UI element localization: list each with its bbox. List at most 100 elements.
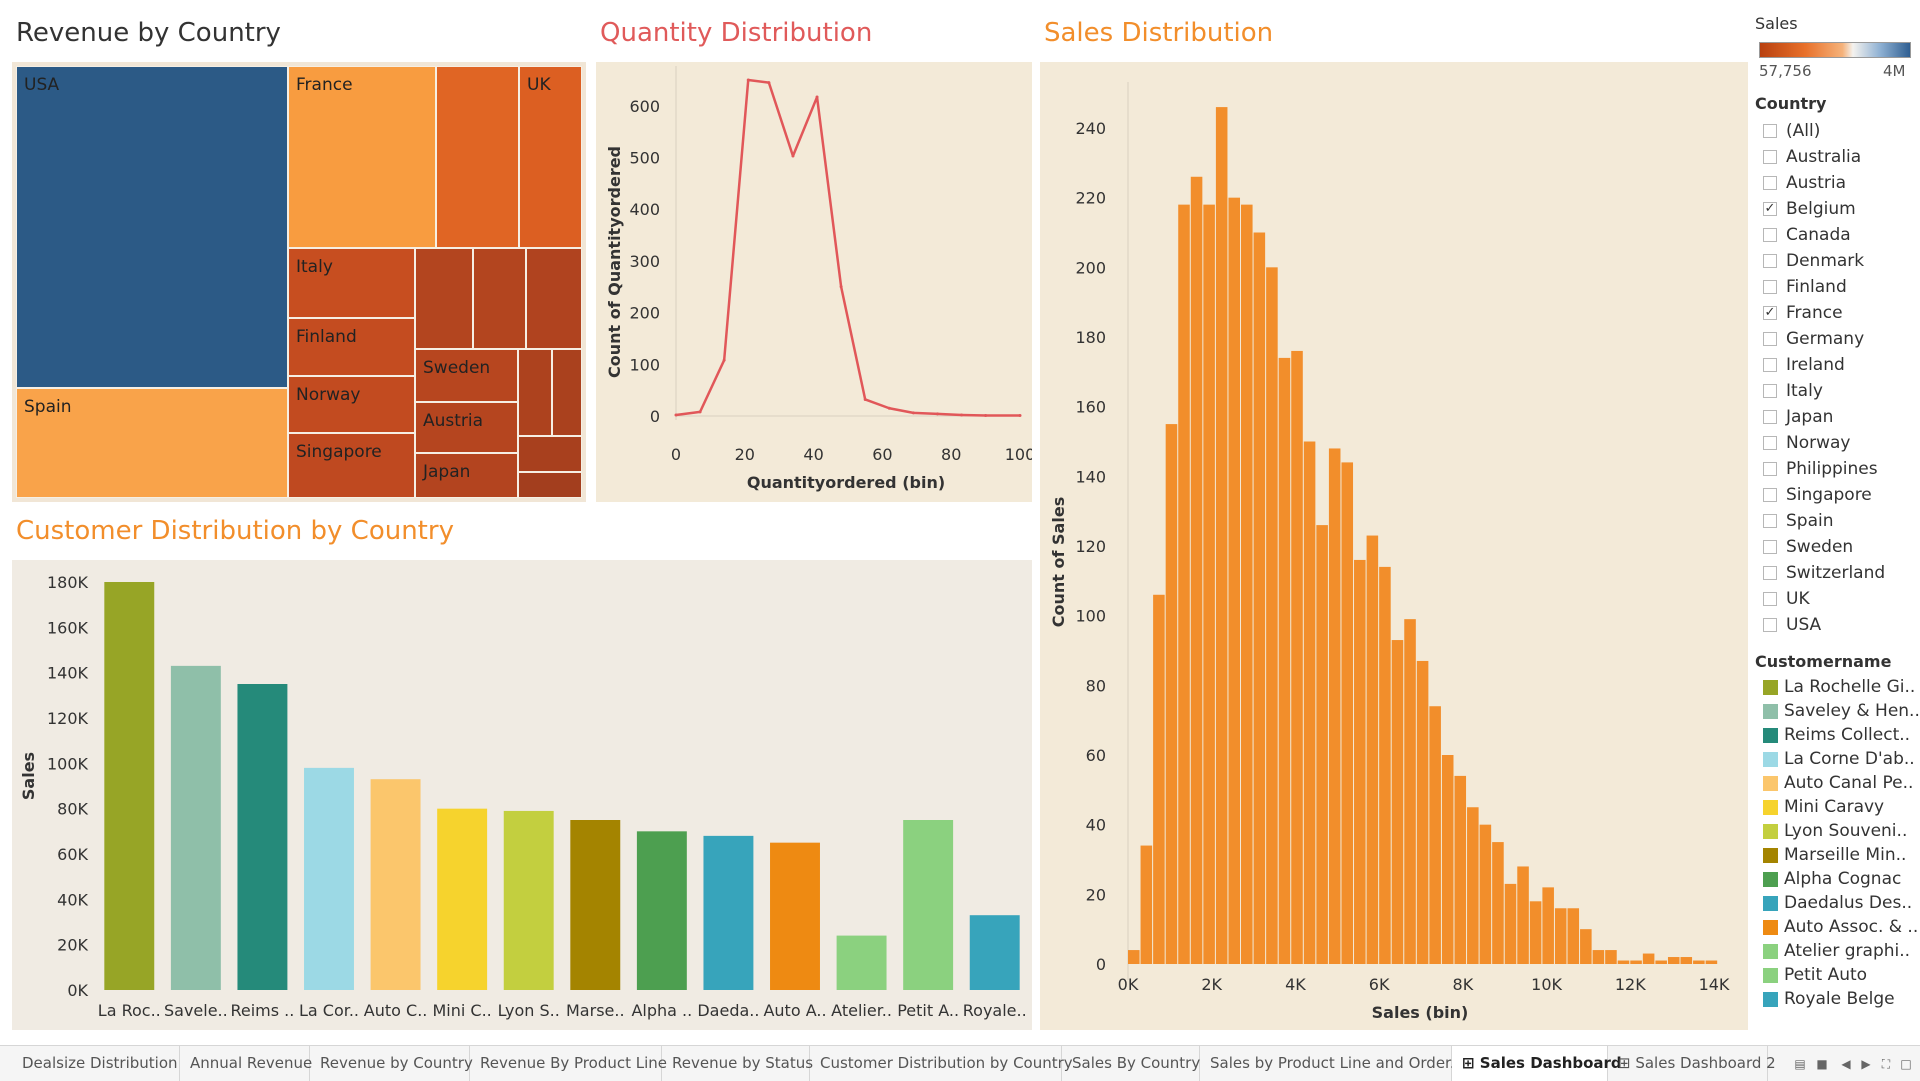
- country-filter-item[interactable]: Austria: [1755, 170, 1920, 196]
- treemap-cell[interactable]: USA: [16, 66, 288, 388]
- treemap-cell[interactable]: UK: [519, 66, 582, 248]
- country-filter-item[interactable]: Australia: [1755, 144, 1920, 170]
- sheet-tab[interactable]: Revenue By Product Line: [470, 1046, 667, 1081]
- checkbox[interactable]: [1763, 384, 1777, 398]
- sheet-tab[interactable]: Dealsize Distribution: [12, 1046, 180, 1081]
- customer-legend-item[interactable]: Mini Caravy: [1755, 795, 1920, 819]
- treemap-cell[interactable]: [518, 436, 582, 472]
- sheet-tab-label: Revenue by Country: [320, 1054, 473, 1072]
- country-filter-item[interactable]: Singapore: [1755, 482, 1920, 508]
- customer-legend-item[interactable]: Alpha Cognac: [1755, 867, 1920, 891]
- country-filter-item[interactable]: ✓ Belgium: [1755, 196, 1920, 222]
- checkbox[interactable]: [1763, 540, 1777, 554]
- next-sheet-icon[interactable]: ▶: [1861, 1057, 1871, 1071]
- checkbox[interactable]: [1763, 488, 1777, 502]
- show-grid-icon[interactable]: ■: [1816, 1057, 1828, 1071]
- country-filter-item[interactable]: Sweden: [1755, 534, 1920, 560]
- checkbox[interactable]: [1763, 566, 1777, 580]
- customer-legend-item[interactable]: Saveley & Hen..: [1755, 699, 1920, 723]
- treemap-cell[interactable]: Singapore: [288, 433, 415, 498]
- customer-legend-item[interactable]: La Rochelle Gi..: [1755, 675, 1920, 699]
- treemap-cell[interactable]: [518, 472, 582, 498]
- sheet-tab[interactable]: Customer Distribution by Country: [810, 1046, 1073, 1081]
- checkbox[interactable]: ✓: [1763, 305, 1777, 320]
- checkbox[interactable]: [1763, 358, 1777, 372]
- treemap-cell[interactable]: Sweden: [415, 349, 518, 402]
- country-filter-item[interactable]: Switzerland: [1755, 560, 1920, 586]
- checkbox[interactable]: [1763, 254, 1777, 268]
- fit-icon[interactable]: ⛶: [1881, 1057, 1891, 1071]
- checkbox[interactable]: [1763, 280, 1777, 294]
- checkbox[interactable]: [1763, 410, 1777, 424]
- checkbox[interactable]: [1763, 124, 1777, 138]
- checkbox[interactable]: [1763, 228, 1777, 242]
- prev-sheet-icon[interactable]: ◀: [1841, 1057, 1851, 1071]
- checkbox[interactable]: [1763, 592, 1777, 606]
- checkbox[interactable]: [1763, 150, 1777, 164]
- checkbox[interactable]: [1763, 462, 1777, 476]
- country-filter-item[interactable]: Finland: [1755, 274, 1920, 300]
- checkbox[interactable]: [1763, 332, 1777, 346]
- histogram-bar: [1517, 866, 1529, 964]
- sheet-tab[interactable]: Revenue by Country: [310, 1046, 473, 1081]
- country-filter-item[interactable]: Norway: [1755, 430, 1920, 456]
- customer-legend-item[interactable]: Atelier graphi..: [1755, 939, 1920, 963]
- sheet-tab[interactable]: Sales By Country: [1062, 1046, 1200, 1081]
- sheet-tab[interactable]: Annual Revenue: [180, 1046, 312, 1081]
- country-filter-item[interactable]: ✓ France: [1755, 300, 1920, 326]
- treemap-cell[interactable]: [436, 66, 519, 248]
- country-filter-item[interactable]: Denmark: [1755, 248, 1920, 274]
- country-filter-item[interactable]: Italy: [1755, 378, 1920, 404]
- customer-legend-item[interactable]: Petit Auto: [1755, 963, 1920, 987]
- country-filter-item[interactable]: Canada: [1755, 222, 1920, 248]
- checkbox[interactable]: [1763, 176, 1777, 190]
- customer-legend-item[interactable]: Auto Assoc. & ..: [1755, 915, 1920, 939]
- treemap-cell[interactable]: Austria: [415, 402, 518, 453]
- sheet-tab[interactable]: Sales by Product Line and Order...: [1200, 1046, 1464, 1081]
- country-filter-item[interactable]: Ireland: [1755, 352, 1920, 378]
- customer-legend-item[interactable]: Reims Collect..: [1755, 723, 1920, 747]
- country-filter-item[interactable]: Spain: [1755, 508, 1920, 534]
- treemap-cell[interactable]: [518, 349, 552, 436]
- treemap-cell[interactable]: [473, 248, 526, 349]
- treemap-cell[interactable]: Norway: [288, 376, 415, 433]
- present-icon[interactable]: □: [1900, 1057, 1912, 1071]
- customer-legend-label: Reims Collect..: [1784, 725, 1911, 745]
- sheet-tab[interactable]: ⊞ Sales Dashboard: [1452, 1046, 1622, 1081]
- histogram-bar: [1379, 566, 1391, 964]
- customer-legend-item[interactable]: La Corne D'ab..: [1755, 747, 1920, 771]
- checkbox[interactable]: [1763, 618, 1777, 632]
- country-filter-item[interactable]: Japan: [1755, 404, 1920, 430]
- country-filter-item[interactable]: USA: [1755, 612, 1920, 638]
- histogram-bar: [1605, 950, 1617, 964]
- histogram-bar: [1165, 424, 1178, 964]
- country-filter-item[interactable]: (All): [1755, 118, 1920, 144]
- treemap-cell[interactable]: Japan: [415, 453, 518, 498]
- customer-legend-item[interactable]: Marseille Min..: [1755, 843, 1920, 867]
- customer-legend-item[interactable]: Auto Canal Pe..: [1755, 771, 1920, 795]
- customer-legend-item[interactable]: Lyon Souveni..: [1755, 819, 1920, 843]
- checkbox[interactable]: [1763, 436, 1777, 450]
- x-tick-label: Mini C..: [433, 1001, 492, 1020]
- checkbox[interactable]: [1763, 514, 1777, 528]
- customer-bar: [237, 684, 288, 990]
- treemap-cell[interactable]: [552, 349, 582, 436]
- country-filter-item[interactable]: UK: [1755, 586, 1920, 612]
- sales-color-ramp[interactable]: [1759, 42, 1911, 58]
- treemap-cell[interactable]: Italy: [288, 248, 415, 318]
- checkbox[interactable]: ✓: [1763, 201, 1777, 216]
- treemap-cell[interactable]: Spain: [16, 388, 288, 498]
- treemap-cell[interactable]: [415, 248, 473, 349]
- country-filter-item[interactable]: Philippines: [1755, 456, 1920, 482]
- sheet-tab[interactable]: ⊞ Sales Dashboard 2: [1608, 1046, 1776, 1081]
- treemap-cell[interactable]: France: [288, 66, 436, 248]
- customer-legend-item[interactable]: Daedalus Des..: [1755, 891, 1920, 915]
- treemap-cell[interactable]: Finland: [288, 318, 415, 376]
- country-filter-item[interactable]: Germany: [1755, 326, 1920, 352]
- treemap-cell[interactable]: [526, 248, 582, 349]
- sheet-tab[interactable]: Revenue by Status: [662, 1046, 813, 1081]
- x-tick-label: 100: [1005, 445, 1032, 464]
- customer-legend-item[interactable]: Royale Belge: [1755, 987, 1920, 1011]
- customer-legend-label: Saveley & Hen..: [1784, 701, 1920, 721]
- show-filmstrip-icon[interactable]: ▤: [1794, 1057, 1806, 1071]
